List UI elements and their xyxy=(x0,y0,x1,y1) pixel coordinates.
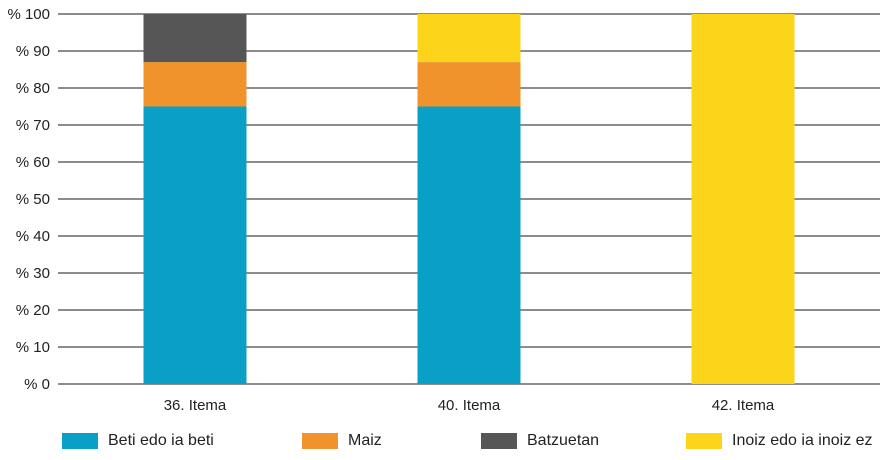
legend-item-batzuetan: Batzuetan xyxy=(481,432,599,450)
legend-swatch-beti xyxy=(62,433,98,449)
legend-label-maiz: Maiz xyxy=(348,432,382,449)
legend-label-inoiz: Inoiz edo ia inoiz ez xyxy=(732,432,873,449)
bar-segment xyxy=(417,62,521,107)
x-tick-label: 40. Itema xyxy=(438,397,501,414)
legend-swatch-maiz xyxy=(302,433,338,449)
bar-segment xyxy=(143,62,247,107)
y-tick-label: % 40 xyxy=(16,228,50,245)
y-tick-label: % 0 xyxy=(24,376,50,393)
y-tick-label: % 60 xyxy=(16,154,50,171)
y-axis-tick-labels: % 0 % 10 % 20 % 30 % 40 % 50 % 60 % 70 % 80 % 90%… xyxy=(7,6,50,393)
legend-swatch-batzuetan xyxy=(481,433,517,449)
bar-segment xyxy=(143,14,247,63)
legend-label-batzuetan: Batzuetan xyxy=(527,432,600,449)
legend-label-beti: Beti edo ia beti xyxy=(108,432,214,449)
x-tick-label: 36. Itema xyxy=(164,397,227,414)
bar-segment xyxy=(417,14,521,63)
y-tick-label: % 10 xyxy=(16,339,50,356)
x-tick-label: 42. Itema xyxy=(712,397,775,414)
legend-item-inoiz: Inoiz edo ia inoiz ez xyxy=(686,432,873,450)
bar-segment xyxy=(417,106,521,384)
y-tick-label: % 70 xyxy=(16,117,50,134)
x-axis-tick-labels: 36. Itema 40. Itema 42. Itema xyxy=(164,397,775,414)
legend-item-beti: Beti edo ia beti xyxy=(62,432,214,450)
legend-item-maiz: Maiz xyxy=(302,432,382,450)
y-tick-label: % 100 xyxy=(7,6,50,23)
y-tick-label: % 90 xyxy=(16,43,50,60)
bar-segment xyxy=(143,106,247,384)
bar-segment xyxy=(691,14,795,384)
bars xyxy=(143,14,795,384)
y-tick-label: % 50 xyxy=(16,191,50,208)
y-tick-label: % 80 xyxy=(16,80,50,97)
y-tick-label: % 20 xyxy=(16,302,50,319)
y-tick-label: % 30 xyxy=(16,265,50,282)
legend-swatch-inoiz xyxy=(686,433,722,449)
legend: Beti edo ia beti Maiz Batzuetan Inoiz ed… xyxy=(0,432,884,460)
